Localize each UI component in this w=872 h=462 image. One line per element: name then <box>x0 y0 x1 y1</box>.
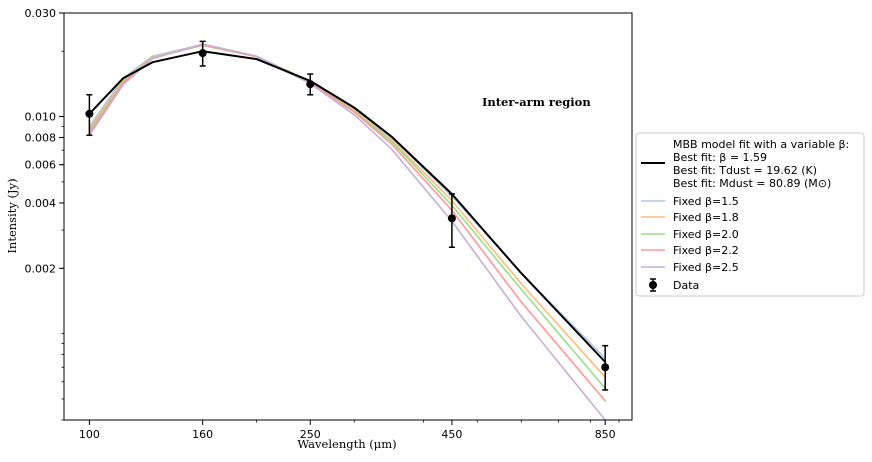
legend-label-data: Data <box>673 279 699 292</box>
y-axis: 0.002 0.004 0.006 0.008 0.010 0.030 <box>25 7 64 421</box>
legend-label-beta-2-2: Fixed β=2.2 <box>673 244 739 257</box>
legend-swatch-data <box>649 278 657 292</box>
y-tick-label: 0.006 <box>25 159 57 172</box>
y-axis-label: Intensity (Jy) <box>5 178 19 253</box>
legend-label-beta-1-5: Fixed β=1.5 <box>673 195 739 208</box>
legend-label-beta-2-0: Fixed β=2.0 <box>673 228 739 241</box>
legend-fit-line-1: MBB model fit with a variable β: <box>673 138 849 151</box>
x-tick-label: 160 <box>192 428 213 441</box>
x-tick-label: 450 <box>441 428 462 441</box>
x-tick-label: 850 <box>595 428 616 441</box>
y-tick-label: 0.030 <box>25 7 57 20</box>
data-point <box>306 80 315 89</box>
data-point <box>447 214 456 223</box>
legend-fit-line-3: Best fit: Tdust = 19.62 (K) <box>673 164 817 177</box>
y-tick-label: 0.004 <box>25 197 57 210</box>
x-axis-label: Wavelength (μm) <box>297 437 396 451</box>
x-tick-label: 100 <box>79 428 100 441</box>
data-point <box>85 109 94 118</box>
legend-label-beta-1-8: Fixed β=1.8 <box>673 211 739 224</box>
legend-fit-line-2: Best fit: β = 1.59 <box>673 151 767 164</box>
region-annotation: Inter-arm region <box>482 95 591 109</box>
legend-fit-line-4: Best fit: Mdust = 80.89 (M⊙) <box>673 177 831 190</box>
x-axis: 100 160 250 450 850 <box>79 420 620 441</box>
y-tick-label: 0.010 <box>25 111 57 124</box>
y-tick-label: 0.002 <box>25 262 57 275</box>
x-tick-label: 250 <box>300 428 321 441</box>
data-markers <box>85 40 610 391</box>
legend-label-beta-2-5: Fixed β=2.5 <box>673 261 739 274</box>
plot-frame <box>63 12 633 421</box>
legend-box <box>635 132 865 297</box>
legend: MBB model fit with a variable β: Best fi… <box>635 132 865 297</box>
y-tick-label: 0.008 <box>25 132 57 145</box>
data-point <box>198 49 207 58</box>
data-point <box>601 363 610 372</box>
